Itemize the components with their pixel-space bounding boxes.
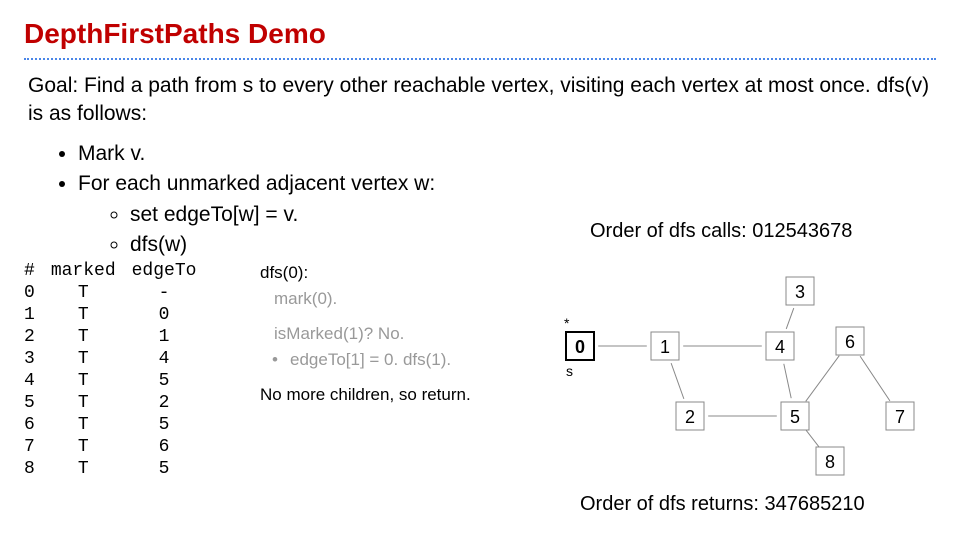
graph-node-label: 4 [775,337,785,357]
cell-index: 5 [24,392,51,414]
order-calls: Order of dfs calls: 012543678 [590,220,852,243]
graph-node-label: 3 [795,282,805,302]
cell-index: 7 [24,436,51,458]
trace-line: edgeTo[1] = 0. dfs(1). [260,347,520,373]
trace-log: dfs(0): mark(0). isMarked(1)? No. edgeTo… [260,260,520,408]
cell-edgeto: 1 [132,326,213,348]
order-calls-value: 012543678 [752,220,852,242]
cell-marked: T [51,326,132,348]
order-returns-value: 347685210 [765,493,865,515]
cell-edgeto: 5 [132,414,213,436]
cell-marked: T [51,370,132,392]
cell-index: 0 [24,282,51,304]
cell-edgeto: 2 [132,392,213,414]
graph-edge [806,356,839,402]
order-returns-label: Order of dfs returns: [580,493,765,515]
cell-marked: T [51,436,132,458]
cell-marked: T [51,282,132,304]
cell-edgeto: 0 [132,304,213,326]
cell-index: 6 [24,414,51,436]
cell-index: 4 [24,370,51,392]
graph-svg: 0 1 2 3 4 5 6 7 8 * s [540,256,940,476]
table-row: 4T5 [24,370,212,392]
cell-index: 1 [24,304,51,326]
cell-edgeto: 6 [132,436,213,458]
bullet-foreach-text: For each unmarked adjacent vertex w: [78,172,435,195]
th-index: # [24,260,51,282]
cell-edgeto: 5 [132,458,213,480]
table-row: 6T5 [24,414,212,436]
trace-line: isMarked(1)? No. [260,321,520,347]
graph-edge [671,364,684,400]
graph-node-label: 0 [575,337,585,357]
trace-line: mark(0). [260,286,520,312]
th-edgeto: edgeTo [132,260,213,282]
cell-edgeto: 4 [132,348,213,370]
th-marked: marked [51,260,132,282]
graph-edge [860,357,890,402]
divider [24,58,936,60]
table-row: 7T6 [24,436,212,458]
graph-area: Order of dfs calls: 012543678 0 1 2 3 4 5 6 7 8 *… [540,220,940,520]
cell-marked: T [51,458,132,480]
graph-edge [806,431,819,447]
cell-marked: T [51,348,132,370]
graph-edge [784,364,791,398]
table-row: 1T0 [24,304,212,326]
graph-node-label: 2 [685,407,695,427]
page-title: DepthFirstPaths Demo [0,0,960,58]
trace-line: No more children, so return. [260,382,520,408]
table-row: 3T4 [24,348,212,370]
graph-edge [786,309,794,330]
source-s-label: s [566,363,573,379]
order-returns: Order of dfs returns: 347685210 [580,493,865,516]
cell-marked: T [51,304,132,326]
table-row: 0T- [24,282,212,304]
graph-node-label: 1 [660,337,670,357]
cell-marked: T [51,414,132,436]
table-row: 2T1 [24,326,212,348]
cell-edgeto: 5 [132,370,213,392]
trace-line: dfs(0): [260,260,520,286]
lower-region: # marked edgeTo 0T-1T02T13T44T55T26T57T6… [0,260,960,520]
order-calls-label: Order of dfs calls: [590,220,752,242]
cell-edgeto: - [132,282,213,304]
cell-marked: T [51,392,132,414]
table-row: 5T2 [24,392,212,414]
table-row: 8T5 [24,458,212,480]
goal-text: Goal: Find a path from s to every other … [0,72,960,139]
graph-node-label: 8 [825,452,835,472]
bullet-mark: Mark v. [78,139,960,169]
cell-index: 8 [24,458,51,480]
graph-node-label: 7 [895,407,905,427]
cell-index: 3 [24,348,51,370]
graph-node-label: 6 [845,332,855,352]
state-table: # marked edgeTo 0T-1T02T13T44T55T26T57T6… [24,260,212,480]
source-star: * [564,315,570,331]
cell-index: 2 [24,326,51,348]
graph-node-label: 5 [790,407,800,427]
